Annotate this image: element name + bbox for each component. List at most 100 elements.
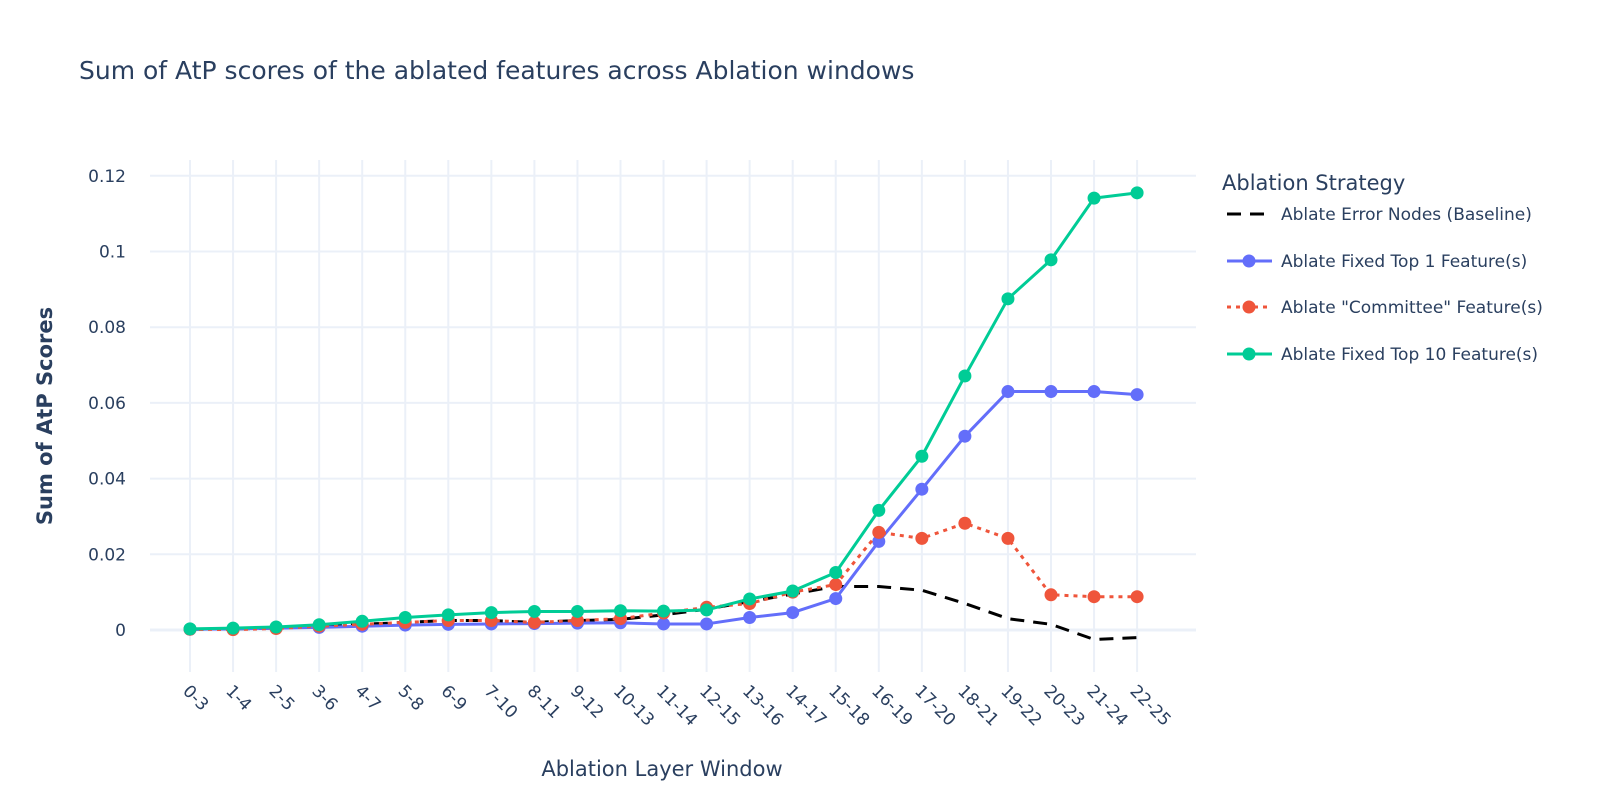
y-tick-label: 0.02 <box>88 545 126 565</box>
x-axis-title: Ablation Layer Window <box>541 757 782 781</box>
grid <box>150 160 1196 672</box>
chart-title: Sum of AtP scores of the ablated feature… <box>79 56 914 85</box>
x-tick-label: 15-18 <box>824 681 873 730</box>
y-tick-label: 0.06 <box>88 394 126 414</box>
data-point[interactable] <box>915 482 929 496</box>
y-axis-title: Sum of AtP Scores <box>33 307 57 525</box>
data-point[interactable] <box>1087 385 1101 399</box>
data-point[interactable] <box>915 449 929 463</box>
y-tick-label: 0.1 <box>99 243 126 263</box>
data-point[interactable] <box>1087 590 1101 604</box>
x-tick-label: 0-3 <box>178 681 212 715</box>
data-point[interactable] <box>1001 292 1015 306</box>
x-tick-label: 21-24 <box>1083 681 1132 730</box>
data-point[interactable] <box>829 565 843 579</box>
series-group <box>183 186 1144 636</box>
legend-item[interactable]: Ablate Fixed Top 10 Feature(s) <box>1227 345 1538 365</box>
data-point[interactable] <box>657 604 671 618</box>
legend-swatch-marker <box>1242 347 1256 361</box>
data-point[interactable] <box>355 614 369 628</box>
data-point[interactable] <box>872 525 886 539</box>
legend-label: Ablate Fixed Top 10 Feature(s) <box>1281 345 1538 365</box>
data-point[interactable] <box>915 531 929 545</box>
x-tick-label: 3-6 <box>308 681 342 715</box>
data-point[interactable] <box>1044 253 1058 267</box>
x-tick-label: 17-20 <box>910 681 959 730</box>
series-line <box>189 521 1138 632</box>
data-point[interactable] <box>958 516 972 530</box>
data-point[interactable] <box>484 606 498 620</box>
data-point[interactable] <box>1044 385 1058 399</box>
y-tick-label: 0.12 <box>88 167 126 187</box>
x-tick-label: 20-23 <box>1039 681 1088 730</box>
x-tick-label: 10-13 <box>609 681 658 730</box>
legend-item[interactable]: Ablate Error Nodes (Baseline) <box>1227 205 1532 225</box>
data-point[interactable] <box>1044 588 1058 602</box>
data-point[interactable] <box>312 618 326 632</box>
legend-swatch-marker <box>1242 254 1256 268</box>
data-point[interactable] <box>1130 388 1144 402</box>
legend[interactable]: Ablation Strategy Ablate Error Nodes (Ba… <box>1222 171 1543 365</box>
y-tick-label: 0.08 <box>88 318 126 338</box>
legend-swatch-marker <box>1242 300 1256 314</box>
data-point[interactable] <box>700 603 714 617</box>
data-point[interactable] <box>1087 191 1101 205</box>
data-point[interactable] <box>570 614 584 628</box>
x-tick-label: 7-10 <box>480 681 521 722</box>
data-point[interactable] <box>1130 186 1144 200</box>
x-tick-label: 13-16 <box>738 681 787 730</box>
data-point[interactable] <box>398 611 412 625</box>
data-point[interactable] <box>958 369 972 383</box>
data-point[interactable] <box>1001 531 1015 545</box>
legend-label: Ablate Fixed Top 1 Feature(s) <box>1281 252 1527 272</box>
data-point[interactable] <box>829 578 843 592</box>
x-tick-label: 22-25 <box>1126 681 1175 730</box>
data-point[interactable] <box>786 584 800 598</box>
data-point[interactable] <box>269 620 283 634</box>
legend-label: Ablate "Committee" Feature(s) <box>1281 298 1543 318</box>
x-tick-label: 5-8 <box>394 681 428 715</box>
data-point[interactable] <box>829 592 843 606</box>
x-tick-label: 12-15 <box>695 681 744 730</box>
data-point[interactable] <box>872 503 886 517</box>
x-tick-label: 18-21 <box>953 681 1002 730</box>
data-point[interactable] <box>614 604 627 618</box>
y-tick-label: 0 <box>115 621 126 641</box>
legend-item[interactable]: Ablate "Committee" Feature(s) <box>1227 298 1543 318</box>
x-axis-ticks: 0-3 1-4 2-5 3-6 4-7 5-8 6-9 7-10 8-11 9-12 10-1311… <box>178 681 1174 730</box>
legend-title: Ablation Strategy <box>1222 171 1405 195</box>
x-tick-label: 4-7 <box>351 681 385 715</box>
data-point[interactable] <box>743 592 757 606</box>
x-tick-label: 19-22 <box>996 681 1045 730</box>
x-tick-label: 6-9 <box>437 681 471 715</box>
y-tick-label: 0.04 <box>88 470 126 490</box>
legend-item[interactable]: Ablate Fixed Top 1 Feature(s) <box>1227 252 1527 272</box>
x-tick-label: 14-17 <box>781 681 830 730</box>
y-axis-ticks: 0 0.02 0.04 0.06 0.08 0.1 0.12 <box>88 167 126 641</box>
data-point[interactable] <box>527 615 541 629</box>
series-group <box>189 584 1138 641</box>
plot-area <box>183 186 1144 641</box>
data-point[interactable] <box>1130 590 1144 604</box>
x-tick-label: 2-5 <box>265 681 299 715</box>
data-point[interactable] <box>183 622 197 636</box>
data-point[interactable] <box>872 534 886 548</box>
data-point[interactable] <box>700 617 714 631</box>
x-tick-label: 1-4 <box>222 681 256 715</box>
x-tick-label: 8-11 <box>523 681 564 722</box>
data-point[interactable] <box>527 604 541 618</box>
data-point[interactable] <box>657 617 671 631</box>
data-point[interactable] <box>958 429 972 443</box>
data-point[interactable] <box>743 611 757 625</box>
x-tick-label: 9-12 <box>566 681 607 722</box>
x-tick-label: 16-19 <box>867 681 916 730</box>
data-point[interactable] <box>570 604 584 618</box>
series-line <box>189 584 1138 641</box>
data-point[interactable] <box>441 608 455 622</box>
data-point[interactable] <box>1001 385 1015 399</box>
data-point[interactable] <box>786 606 800 620</box>
legend-label: Ablate Error Nodes (Baseline) <box>1281 205 1532 225</box>
data-point[interactable] <box>226 621 240 635</box>
x-tick-label: 11-14 <box>652 681 701 730</box>
